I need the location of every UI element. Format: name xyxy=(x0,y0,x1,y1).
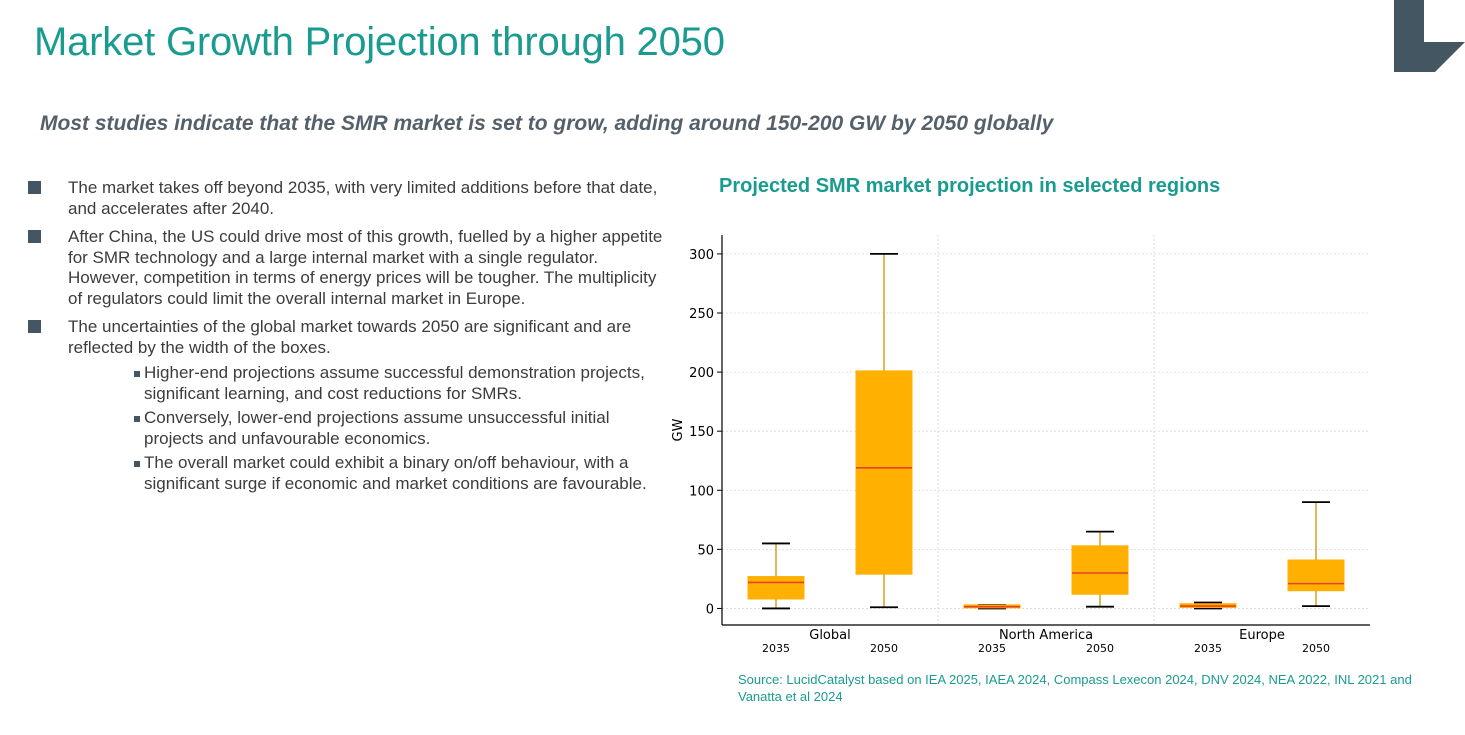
sub-bullet-text: The overall market could exhibit a binar… xyxy=(144,453,647,493)
square-bullet-icon xyxy=(28,230,41,243)
bullet-text: The uncertainties of the global market t… xyxy=(68,317,632,357)
slide-subtitle: Most studies indicate that the SMR marke… xyxy=(40,112,1054,135)
box-iqr xyxy=(855,370,913,575)
box-iqr xyxy=(747,576,805,600)
sub-bullet-item: The overall market could exhibit a binar… xyxy=(68,453,668,494)
y-axis-label: GW xyxy=(671,418,686,441)
x-box-label: 2035 xyxy=(978,642,1006,655)
x-box-label: 2050 xyxy=(1302,642,1330,655)
bullet-text: After China, the US could drive most of … xyxy=(68,227,663,308)
sub-bullet-item: Higher-end projections assume successful… xyxy=(68,363,668,404)
y-tick-label: 300 xyxy=(689,248,714,263)
y-tick-label: 50 xyxy=(697,543,714,558)
y-tick-label: 100 xyxy=(689,484,714,499)
sub-bullet-list: Higher-end projections assume successful… xyxy=(68,363,668,494)
small-square-bullet-icon xyxy=(134,371,140,377)
bullet-text: The market takes off beyond 2035, with v… xyxy=(68,178,658,218)
y-tick-label: 0 xyxy=(706,602,714,617)
x-box-label: 2035 xyxy=(1194,642,1222,655)
source-note: Source: LucidCatalyst based on IEA 2025,… xyxy=(738,672,1412,704)
sub-bullet-text: Higher-end projections assume successful… xyxy=(144,363,645,403)
box-iqr xyxy=(1071,545,1129,595)
bullet-item: After China, the US could drive most of … xyxy=(28,227,668,309)
square-bullet-icon xyxy=(28,320,41,333)
y-tick-label: 250 xyxy=(689,307,714,322)
small-square-bullet-icon xyxy=(134,461,140,467)
x-box-label: 2035 xyxy=(762,642,790,655)
x-group-label: North America xyxy=(999,628,1093,643)
small-square-bullet-icon xyxy=(134,416,140,422)
x-group-label: Europe xyxy=(1239,628,1285,643)
box-iqr xyxy=(1287,559,1345,592)
y-tick-label: 200 xyxy=(689,366,714,381)
chart-title: Projected SMR market projection in selec… xyxy=(719,175,1221,197)
sub-bullet-text: Conversely, lower-end projections assume… xyxy=(144,408,610,448)
company-logo xyxy=(1394,0,1465,72)
y-tick-label: 150 xyxy=(689,425,714,440)
square-bullet-icon xyxy=(28,181,41,194)
x-box-label: 2050 xyxy=(870,642,898,655)
bullet-list: The market takes off beyond 2035, with v… xyxy=(28,178,668,502)
bullet-item: The uncertainties of the global market t… xyxy=(28,317,668,494)
x-box-label: 2050 xyxy=(1086,642,1114,655)
x-group-label: Global xyxy=(809,628,850,643)
slide-title: Market Growth Projection through 2050 xyxy=(34,20,725,64)
bullet-item: The market takes off beyond 2035, with v… xyxy=(28,178,668,219)
sub-bullet-item: Conversely, lower-end projections assume… xyxy=(68,408,668,449)
